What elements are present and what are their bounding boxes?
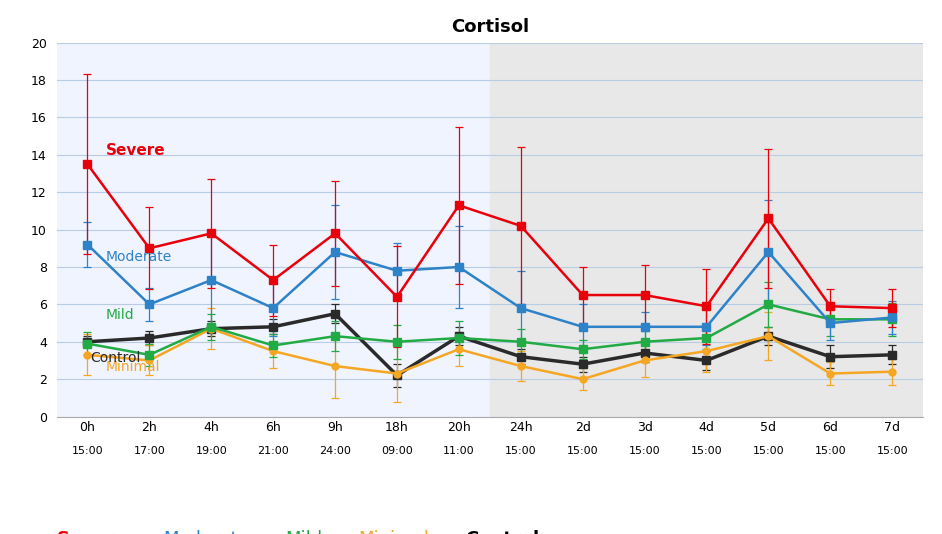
Text: Control: Control (90, 351, 141, 365)
Title: Cortisol: Cortisol (451, 18, 528, 36)
Text: Mild: Mild (106, 308, 135, 323)
Text: Moderate: Moderate (106, 250, 172, 264)
Bar (490, 43, 923, 417)
Text: Minimal: Minimal (106, 360, 160, 374)
Legend: Severe, Moderate, Mild, Minimal, Control: Severe, Moderate, Mild, Minimal, Control (57, 530, 540, 534)
Text: Severe: Severe (106, 143, 166, 158)
